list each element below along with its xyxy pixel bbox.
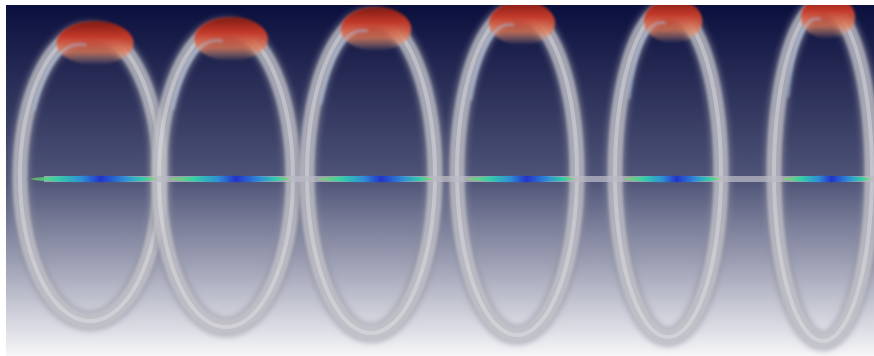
axis-band-2 [169, 175, 291, 183]
hotspot-2 [194, 17, 268, 61]
ring-scene-canvas[interactable] [6, 5, 874, 356]
axis-band-1 [31, 175, 157, 183]
axis-layer [31, 175, 874, 183]
axis-band-5 [624, 175, 720, 183]
ring-5 [605, 5, 731, 347]
axis-rod [44, 176, 874, 182]
axis-band-3 [317, 175, 433, 183]
render-viewport[interactable] [6, 5, 874, 356]
ring-4 [447, 5, 587, 345]
hotspot-6 [801, 5, 855, 39]
ring-6 [764, 5, 874, 351]
axis-band-6 [782, 175, 872, 183]
hotspot-3 [340, 7, 412, 51]
hotspot-1 [56, 21, 134, 65]
hotspot-5 [643, 5, 703, 43]
hotspot-4 [489, 5, 555, 45]
axis-band-4 [467, 175, 575, 183]
ring-3 [297, 7, 445, 343]
